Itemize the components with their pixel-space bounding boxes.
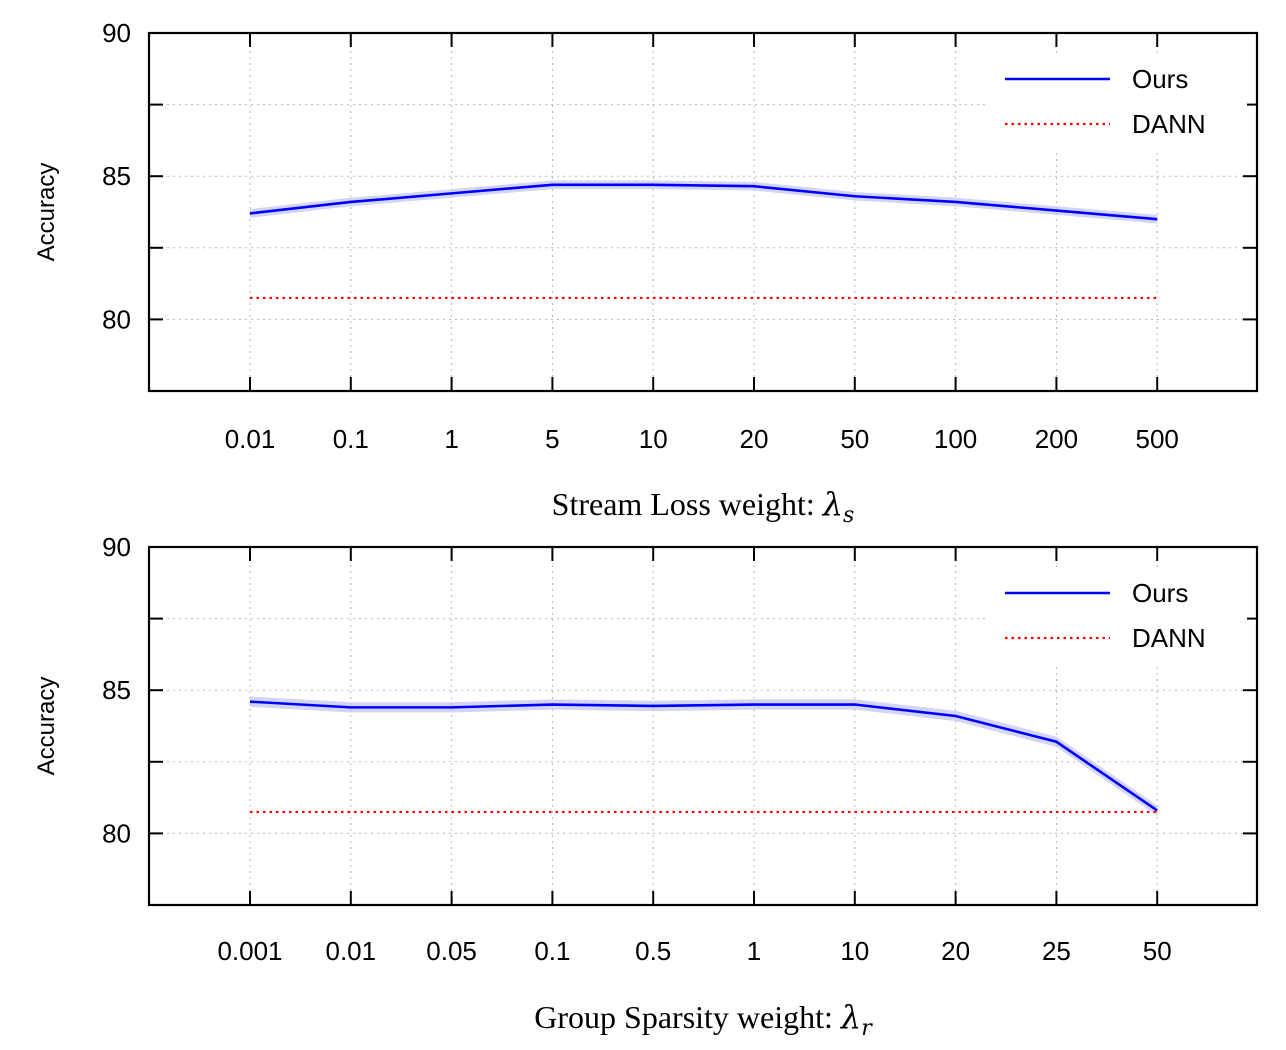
chart-group-sparsity: 0.001 0.01 0.05 0.1 0.5 1 10 20 25 50 80 85 90 Accura… [33,532,1259,1041]
chart-stream-loss: 0.01 0.1 1 5 10 20 50 100 200 500 80 85 90 Accuracy St… [33,18,1259,528]
x-tick-label: 50 [840,424,869,454]
legend-background [985,55,1247,151]
legend-background [985,569,1247,665]
x-tick-label: 0.01 [325,936,376,966]
x-axis-label: Stream Loss weight: λs [552,485,855,528]
plot-frame [147,31,1259,393]
legend: Ours DANN [985,569,1247,665]
x-tick-label: 0.01 [225,424,276,454]
x-tick-label: 25 [1042,936,1071,966]
legend-label-dann: DANN [1132,109,1206,139]
x-tick-label: 0.5 [635,936,671,966]
plot-frame [147,545,1259,907]
legend-label-ours: Ours [1132,578,1188,608]
series-ours-band [250,180,1158,224]
series-ours-line [249,700,1158,812]
x-tick-label: 100 [934,424,977,454]
legend-label-ours: Ours [1132,64,1188,94]
y-tick-label: 80 [102,304,131,334]
y-tick-label: 85 [102,675,131,705]
series-ours-band [250,696,1158,816]
y-axis-label: Accuracy [33,163,60,262]
x-axis-label: Group Sparsity weight: λr [534,998,873,1041]
x-tick-label: 1 [444,424,458,454]
x-tick-label: 0.001 [217,936,282,966]
legend-label-dann: DANN [1132,623,1206,653]
x-tick-label: 200 [1035,424,1078,454]
x-tick-label: 10 [840,936,869,966]
y-tick-label: 85 [102,161,131,191]
y-tick-label: 90 [102,532,131,562]
x-tick-label: 10 [639,424,668,454]
x-tick-label: 20 [941,936,970,966]
x-tick-label: 0.1 [534,936,570,966]
y-axis-label: Accuracy [33,677,60,776]
x-tick-label: 20 [740,424,769,454]
series-ours-line [249,183,1158,221]
x-tick-label: 1 [747,936,761,966]
x-tick-label: 500 [1136,424,1179,454]
legend: Ours DANN [985,55,1247,151]
x-tick-label: 0.05 [426,936,477,966]
x-tick-label: 5 [545,424,559,454]
y-tick-label: 80 [102,818,131,848]
y-tick-label: 90 [102,18,131,48]
x-tick-label: 50 [1143,936,1172,966]
x-tick-label: 0.1 [333,424,369,454]
